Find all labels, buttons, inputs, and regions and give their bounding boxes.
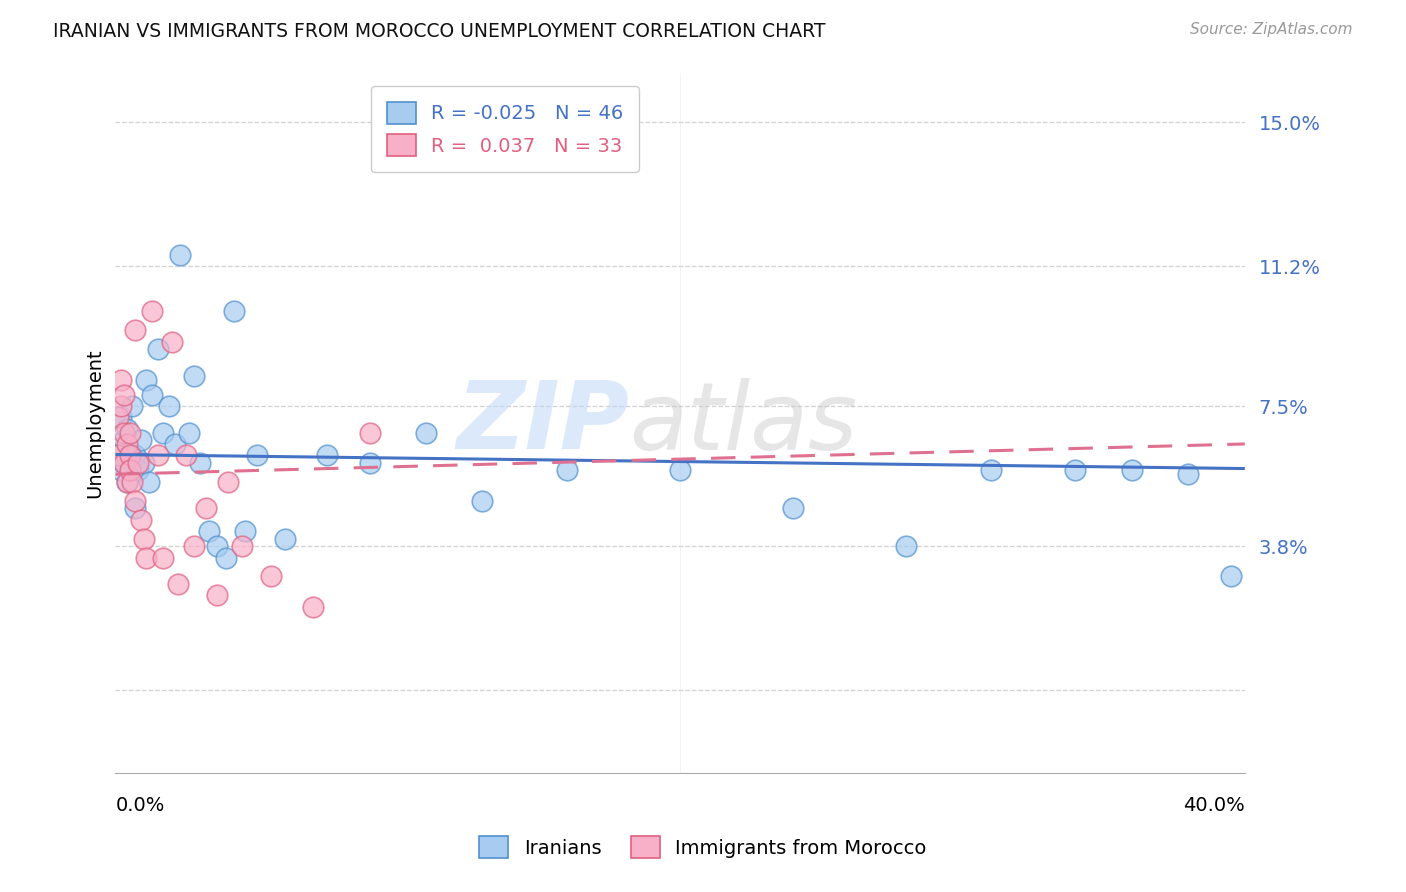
Point <box>1121 463 1143 477</box>
Point <box>146 343 169 357</box>
Point <box>1064 463 1087 477</box>
Legend: R = -0.025   N = 46, R =  0.037   N = 33: R = -0.025 N = 46, R = 0.037 N = 33 <box>371 87 640 172</box>
Point <box>146 448 169 462</box>
Point <box>118 448 141 462</box>
Point <box>127 463 149 477</box>
Point <box>302 599 325 614</box>
Point <box>260 569 283 583</box>
Point <box>135 373 157 387</box>
Point <box>1219 569 1241 583</box>
Point <box>217 475 239 489</box>
Text: atlas: atlas <box>630 377 858 468</box>
Point <box>115 437 138 451</box>
Point <box>669 463 692 477</box>
Text: 0.0%: 0.0% <box>115 796 165 815</box>
Point <box>1177 467 1199 482</box>
Point <box>231 539 253 553</box>
Point <box>555 463 578 477</box>
Point <box>135 550 157 565</box>
Point <box>112 425 135 440</box>
Point <box>174 448 197 462</box>
Point <box>112 456 135 470</box>
Point <box>118 463 141 477</box>
Point <box>112 456 135 470</box>
Point <box>118 444 141 458</box>
Point <box>127 456 149 470</box>
Point <box>894 539 917 553</box>
Y-axis label: Unemployment: Unemployment <box>86 348 104 498</box>
Point <box>118 463 141 477</box>
Text: 40.0%: 40.0% <box>1182 796 1244 815</box>
Point <box>124 323 146 337</box>
Point <box>141 388 163 402</box>
Point <box>316 448 339 462</box>
Point <box>471 493 494 508</box>
Point <box>124 448 146 462</box>
Point <box>183 368 205 383</box>
Point <box>233 524 256 538</box>
Point <box>124 493 146 508</box>
Legend: Iranians, Immigrants from Morocco: Iranians, Immigrants from Morocco <box>471 828 935 866</box>
Point <box>222 304 245 318</box>
Text: IRANIAN VS IMMIGRANTS FROM MOROCCO UNEMPLOYMENT CORRELATION CHART: IRANIAN VS IMMIGRANTS FROM MOROCCO UNEMP… <box>53 22 825 41</box>
Point <box>183 539 205 553</box>
Point <box>121 399 143 413</box>
Point <box>124 501 146 516</box>
Text: ZIP: ZIP <box>457 377 630 469</box>
Point <box>782 501 804 516</box>
Point <box>132 456 155 470</box>
Point <box>163 437 186 451</box>
Point <box>177 425 200 440</box>
Point <box>115 422 138 436</box>
Point <box>274 532 297 546</box>
Point <box>152 425 174 440</box>
Text: Source: ZipAtlas.com: Source: ZipAtlas.com <box>1189 22 1353 37</box>
Point <box>980 463 1002 477</box>
Point <box>118 425 141 440</box>
Point <box>107 448 129 462</box>
Point <box>132 532 155 546</box>
Point <box>245 448 267 462</box>
Point <box>359 456 381 470</box>
Point <box>107 448 129 462</box>
Point <box>115 475 138 489</box>
Point <box>129 513 152 527</box>
Point <box>115 475 138 489</box>
Point <box>415 425 437 440</box>
Point <box>110 373 132 387</box>
Point <box>138 475 160 489</box>
Point <box>214 550 236 565</box>
Point <box>129 433 152 447</box>
Point <box>157 399 180 413</box>
Point <box>160 334 183 349</box>
Point <box>205 588 228 602</box>
Point <box>205 539 228 553</box>
Point <box>152 550 174 565</box>
Point <box>110 463 132 477</box>
Point <box>169 248 191 262</box>
Point <box>107 410 129 425</box>
Point <box>194 501 217 516</box>
Point <box>112 388 135 402</box>
Point <box>188 456 211 470</box>
Point <box>197 524 219 538</box>
Point <box>359 425 381 440</box>
Point <box>141 304 163 318</box>
Point <box>110 410 132 425</box>
Point <box>166 577 188 591</box>
Point <box>110 399 132 413</box>
Point <box>112 433 135 447</box>
Point <box>121 475 143 489</box>
